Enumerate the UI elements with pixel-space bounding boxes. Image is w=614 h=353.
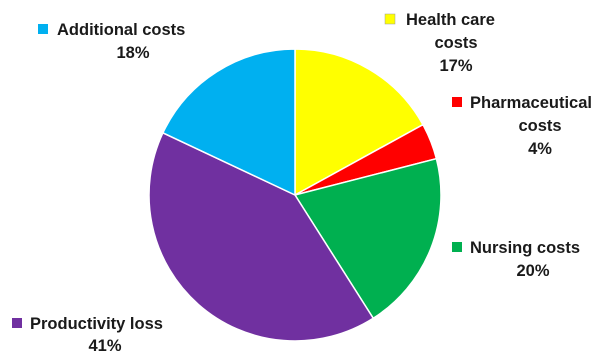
marker-additional-costs <box>38 24 48 34</box>
pie-slice-nursing-costs <box>293 157 442 320</box>
label-health-care-costs-line2: costs <box>434 34 477 52</box>
label-productivity-loss-value: 41% <box>88 337 121 353</box>
label-additional-costs-name: Additional costs <box>57 21 185 39</box>
marker-nursing-costs <box>452 242 462 252</box>
label-pharmaceutical-costs: Pharmaceutical costs 4% <box>452 94 592 158</box>
marker-health-care-costs <box>384 13 396 25</box>
label-nursing-costs-name: Nursing costs <box>470 239 580 257</box>
marker-pharmaceutical-costs <box>452 97 462 107</box>
label-pharmaceutical-costs-line2: costs <box>518 117 561 135</box>
pie-slice-health-care-costs <box>294 48 424 197</box>
label-health-care-costs-line1: Health care <box>406 11 495 29</box>
label-health-care-costs: Health care costs 17% <box>384 11 495 75</box>
label-pharmaceutical-costs-line1: Pharmaceutical <box>470 94 592 112</box>
pie-slices <box>148 48 442 342</box>
label-health-care-costs-value: 17% <box>439 57 472 75</box>
pie-slice-productivity-loss <box>148 131 375 342</box>
label-additional-costs-value: 18% <box>116 44 149 62</box>
label-nursing-costs-value: 20% <box>516 262 549 280</box>
label-nursing-costs: Nursing costs 20% <box>452 239 580 280</box>
label-pharmaceutical-costs-value: 4% <box>528 140 552 158</box>
pie-slice-additional-costs <box>161 48 296 197</box>
label-additional-costs: Additional costs 18% <box>38 21 185 62</box>
label-productivity-loss: Productivity loss 41% <box>12 315 163 353</box>
label-productivity-loss-name: Productivity loss <box>30 315 163 333</box>
marker-productivity-loss <box>12 318 22 328</box>
